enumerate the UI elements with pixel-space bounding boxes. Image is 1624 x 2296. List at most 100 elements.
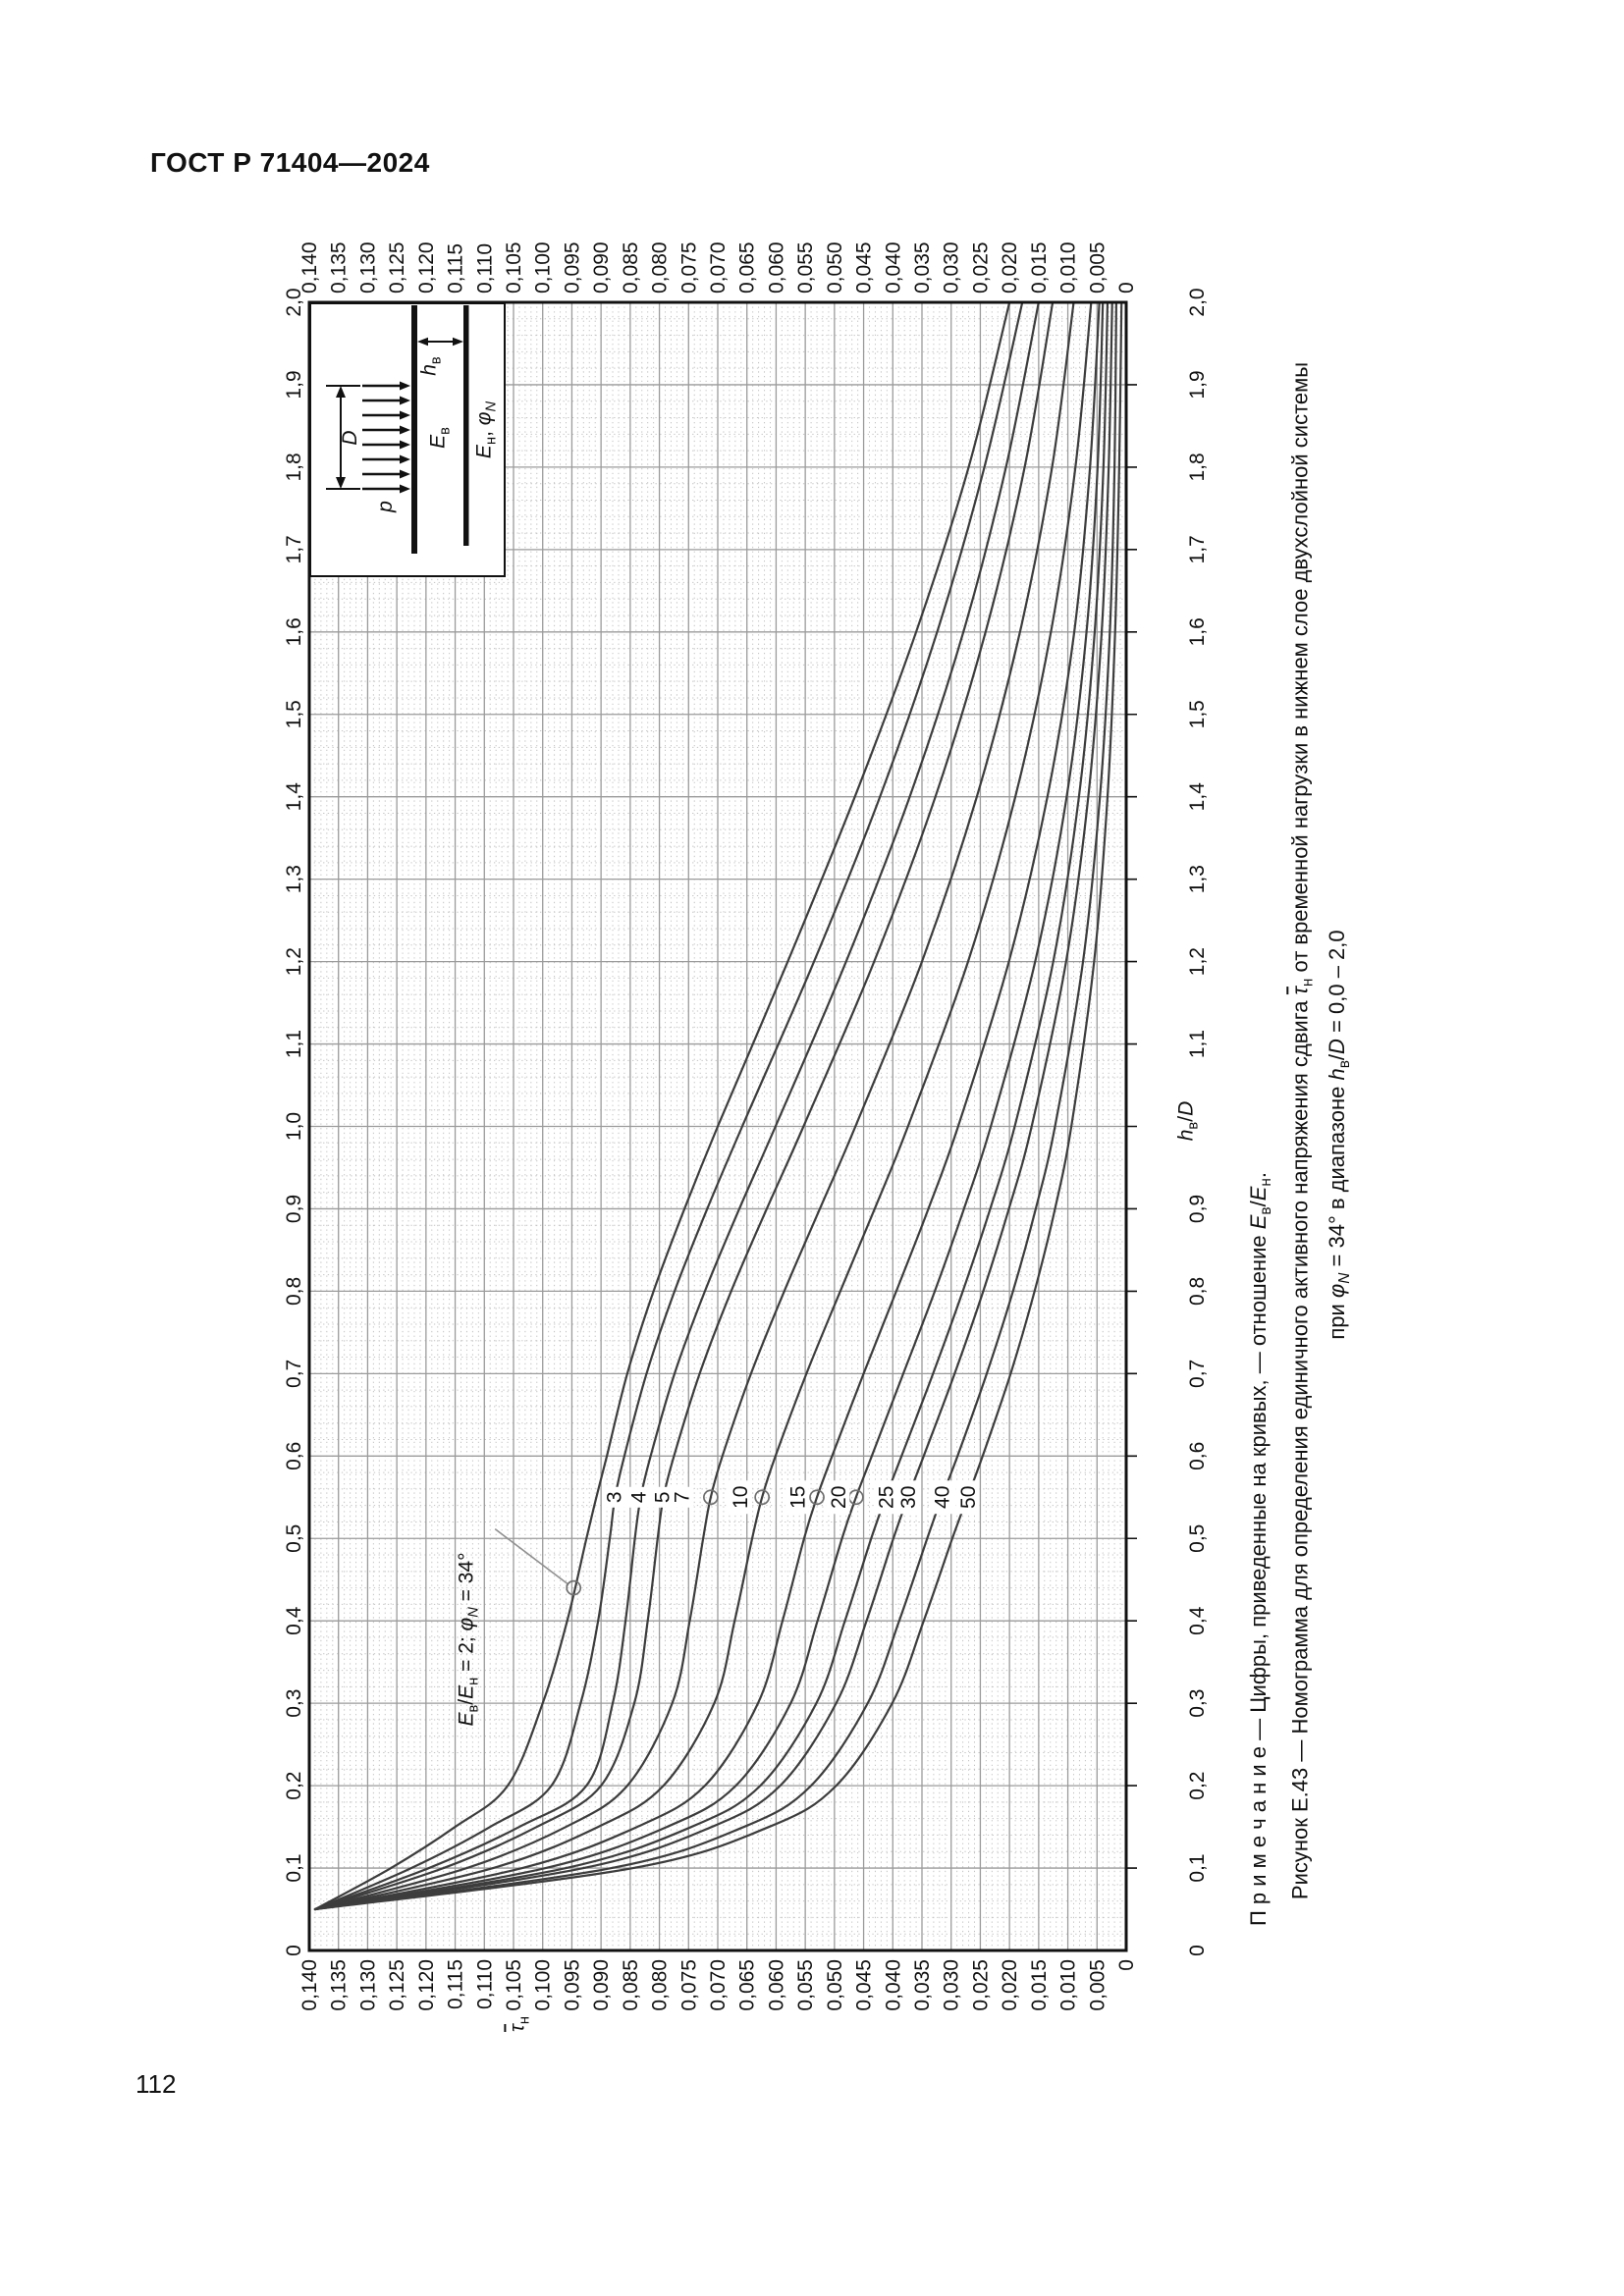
svg-text:1,1: 1,1 [1186, 1030, 1209, 1058]
svg-text:0: 0 [283, 1945, 305, 1956]
svg-text:0,085: 0,085 [620, 1959, 642, 2011]
svg-text:0,050: 0,050 [824, 1959, 846, 2011]
svg-text:0,005: 0,005 [1086, 241, 1109, 294]
curve-label-50: 50 [957, 1486, 980, 1509]
svg-text:0,090: 0,090 [590, 241, 613, 294]
nomogram-chart: 3 4 5 7 10 15 20 25 30 40 50 0 0 0,1 0,1 0,2 0,2 0,3 0,3 0,… [283, 241, 1209, 2032]
figure-caption: Рисунок Е.43 — Номограмма для определени… [1286, 361, 1317, 1900]
svg-text:0,7: 0,7 [1186, 1360, 1209, 1388]
svg-text:0,8: 0,8 [1186, 1277, 1209, 1306]
svg-text:1,9: 1,9 [1186, 370, 1209, 399]
figure-note: П р и м е ч а н и е — Цифры, приведенные… [1245, 1171, 1275, 1927]
svg-text:0,025: 0,025 [969, 1959, 992, 2011]
svg-text:0,045: 0,045 [853, 1959, 876, 2011]
inset-label-p: p [374, 501, 397, 512]
svg-text:0,120: 0,120 [415, 1959, 438, 2011]
inset-label-D: D [339, 430, 361, 446]
svg-text:0,035: 0,035 [911, 241, 934, 294]
curve-label-25: 25 [876, 1486, 898, 1509]
svg-text:0,130: 0,130 [356, 241, 379, 294]
curve-ratio-20 [313, 302, 1105, 1911]
svg-text:0,060: 0,060 [765, 241, 787, 294]
svg-text:0,115: 0,115 [445, 243, 467, 294]
svg-text:0,015: 0,015 [1028, 1959, 1051, 2011]
curve-label-4: 4 [628, 1491, 651, 1503]
curve-ratio-40 [313, 302, 1117, 1911]
svg-text:0,030: 0,030 [941, 241, 963, 294]
svg-text:0,055: 0,055 [794, 1959, 817, 2011]
marker-ratio-7 [703, 1489, 719, 1506]
svg-text:0,4: 0,4 [283, 1606, 305, 1635]
svg-text:0,010: 0,010 [1057, 1959, 1080, 2011]
svg-text:1,6: 1,6 [283, 617, 305, 646]
svg-text:1,3: 1,3 [1186, 865, 1209, 893]
svg-text:0: 0 [1115, 1959, 1138, 1971]
svg-text:0,105: 0,105 [503, 1959, 525, 2011]
svg-text:0,075: 0,075 [677, 1959, 700, 2011]
svg-text:0,100: 0,100 [532, 241, 555, 294]
svg-text:0,020: 0,020 [999, 241, 1021, 294]
curve-annotation-ratio2: Eв/Eн = 2; φN = 34° [455, 1552, 482, 1727]
svg-text:1,1: 1,1 [283, 1030, 305, 1058]
svg-text:1,4: 1,4 [283, 782, 305, 812]
svg-text:0,135: 0,135 [328, 1959, 351, 2011]
svg-text:0,015: 0,015 [1028, 241, 1051, 294]
page-header: ГОСТ Р 71404—2024 [150, 147, 430, 178]
svg-text:0,130: 0,130 [356, 1959, 379, 2011]
svg-text:0,080: 0,080 [649, 1959, 672, 2011]
svg-text:1,7: 1,7 [1186, 535, 1209, 563]
svg-text:0,025: 0,025 [969, 241, 992, 294]
svg-text:0,9: 0,9 [283, 1195, 305, 1223]
svg-text:0,1: 0,1 [1186, 1853, 1209, 1882]
svg-text:0,3: 0,3 [283, 1689, 305, 1718]
curve-ratio-5 [313, 302, 1055, 1911]
svg-text:0,090: 0,090 [590, 1959, 613, 2011]
svg-text:1,6: 1,6 [1186, 617, 1209, 646]
curve-label-40: 40 [932, 1486, 954, 1509]
svg-text:0,1: 0,1 [283, 1853, 305, 1882]
figure-caption-cont: при φN = 34° в диапазоне hв/D = 0,0 – 2,… [1324, 930, 1354, 1340]
svg-text:0,135: 0,135 [328, 241, 351, 294]
svg-text:1,8: 1,8 [283, 453, 305, 481]
marker-ratio-15 [809, 1489, 825, 1506]
svg-text:0,080: 0,080 [649, 241, 672, 294]
svg-text:1,2: 1,2 [283, 947, 305, 976]
curve-ratio-10 [313, 302, 1093, 1911]
svg-text:0,065: 0,065 [736, 1959, 759, 2011]
curve-ratio-50 [313, 302, 1123, 1911]
svg-text:1,0: 1,0 [283, 1112, 305, 1141]
svg-text:1,7: 1,7 [283, 535, 305, 563]
svg-text:0,020: 0,020 [999, 1959, 1021, 2011]
svg-text:0,055: 0,055 [794, 241, 817, 294]
svg-text:0,110: 0,110 [473, 243, 496, 294]
curve-label-5: 5 [651, 1491, 674, 1503]
svg-text:0,2: 0,2 [283, 1771, 305, 1799]
svg-text:0,010: 0,010 [1057, 241, 1080, 294]
x-axis-title: hв/D [1174, 1100, 1202, 1142]
svg-text:1,8: 1,8 [1186, 453, 1209, 481]
svg-text:1,5: 1,5 [1186, 700, 1209, 728]
svg-text:0,140: 0,140 [298, 241, 321, 294]
svg-text:1,4: 1,4 [1186, 782, 1209, 812]
inset-label-E-upper: Eв [426, 427, 454, 449]
curve-label-3: 3 [604, 1491, 626, 1503]
svg-text:0,105: 0,105 [503, 241, 525, 294]
svg-text:0,8: 0,8 [283, 1277, 305, 1306]
curve-ratio-2 [313, 302, 1011, 1911]
svg-text:0,100: 0,100 [532, 1959, 555, 2011]
svg-text:0,3: 0,3 [1186, 1689, 1209, 1718]
page-number: 112 [135, 2069, 177, 2099]
svg-text:0: 0 [1186, 1945, 1209, 1956]
svg-text:1,5: 1,5 [283, 700, 305, 728]
svg-text:0,040: 0,040 [882, 241, 904, 294]
curve-label-20: 20 [828, 1486, 850, 1509]
curve-ratio-7 [313, 302, 1075, 1911]
svg-text:0,045: 0,045 [853, 241, 876, 294]
y-axis-title: τн [504, 2016, 533, 2032]
svg-text:1,3: 1,3 [283, 865, 305, 893]
svg-text:0: 0 [1115, 282, 1138, 294]
svg-text:0,070: 0,070 [707, 241, 730, 294]
svg-text:0,040: 0,040 [882, 1959, 904, 2011]
svg-text:0,095: 0,095 [561, 1959, 583, 2011]
marker-ratio-10 [754, 1489, 771, 1506]
